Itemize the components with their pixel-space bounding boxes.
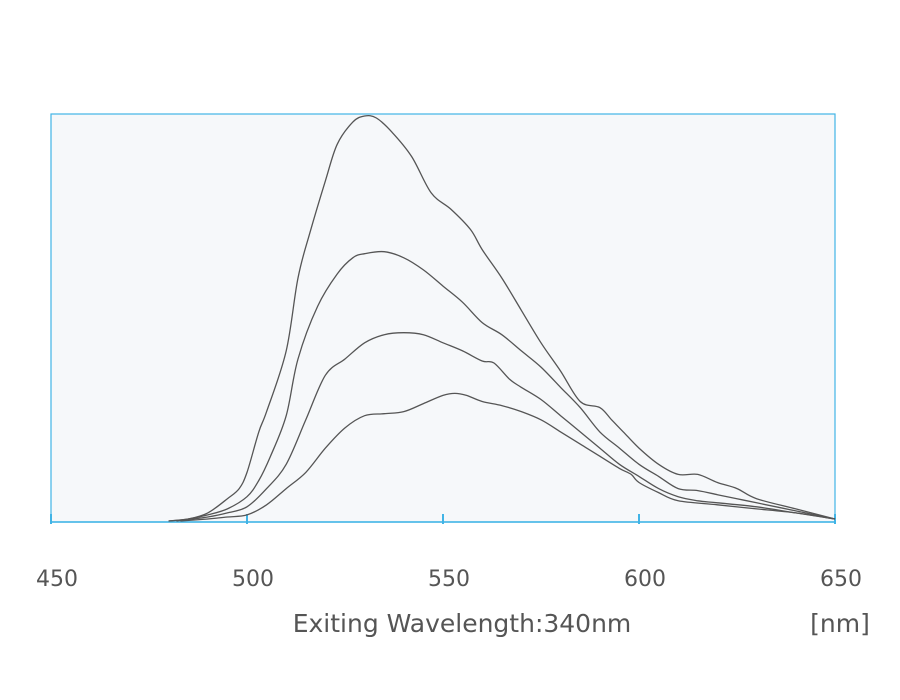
x-tick-label-550: 550	[428, 567, 470, 592]
series-group	[168, 114, 836, 522]
x-tick-label-450: 450	[36, 567, 78, 592]
x-tick-label-500: 500	[232, 567, 274, 592]
x-axis-tick-labels: 450 500 550 600 650	[36, 567, 862, 592]
series-line-1	[168, 114, 836, 522]
x-axis-unit: [nm]	[810, 609, 870, 638]
plot-area	[50, 113, 836, 523]
series-line-4	[180, 392, 836, 522]
x-tick-label-600: 600	[624, 567, 666, 592]
series-line-2	[168, 250, 836, 522]
x-tick-label-650: 650	[820, 567, 862, 592]
series-line-3	[176, 332, 836, 522]
x-axis-title: Exiting Wavelength:340nm	[293, 609, 632, 638]
